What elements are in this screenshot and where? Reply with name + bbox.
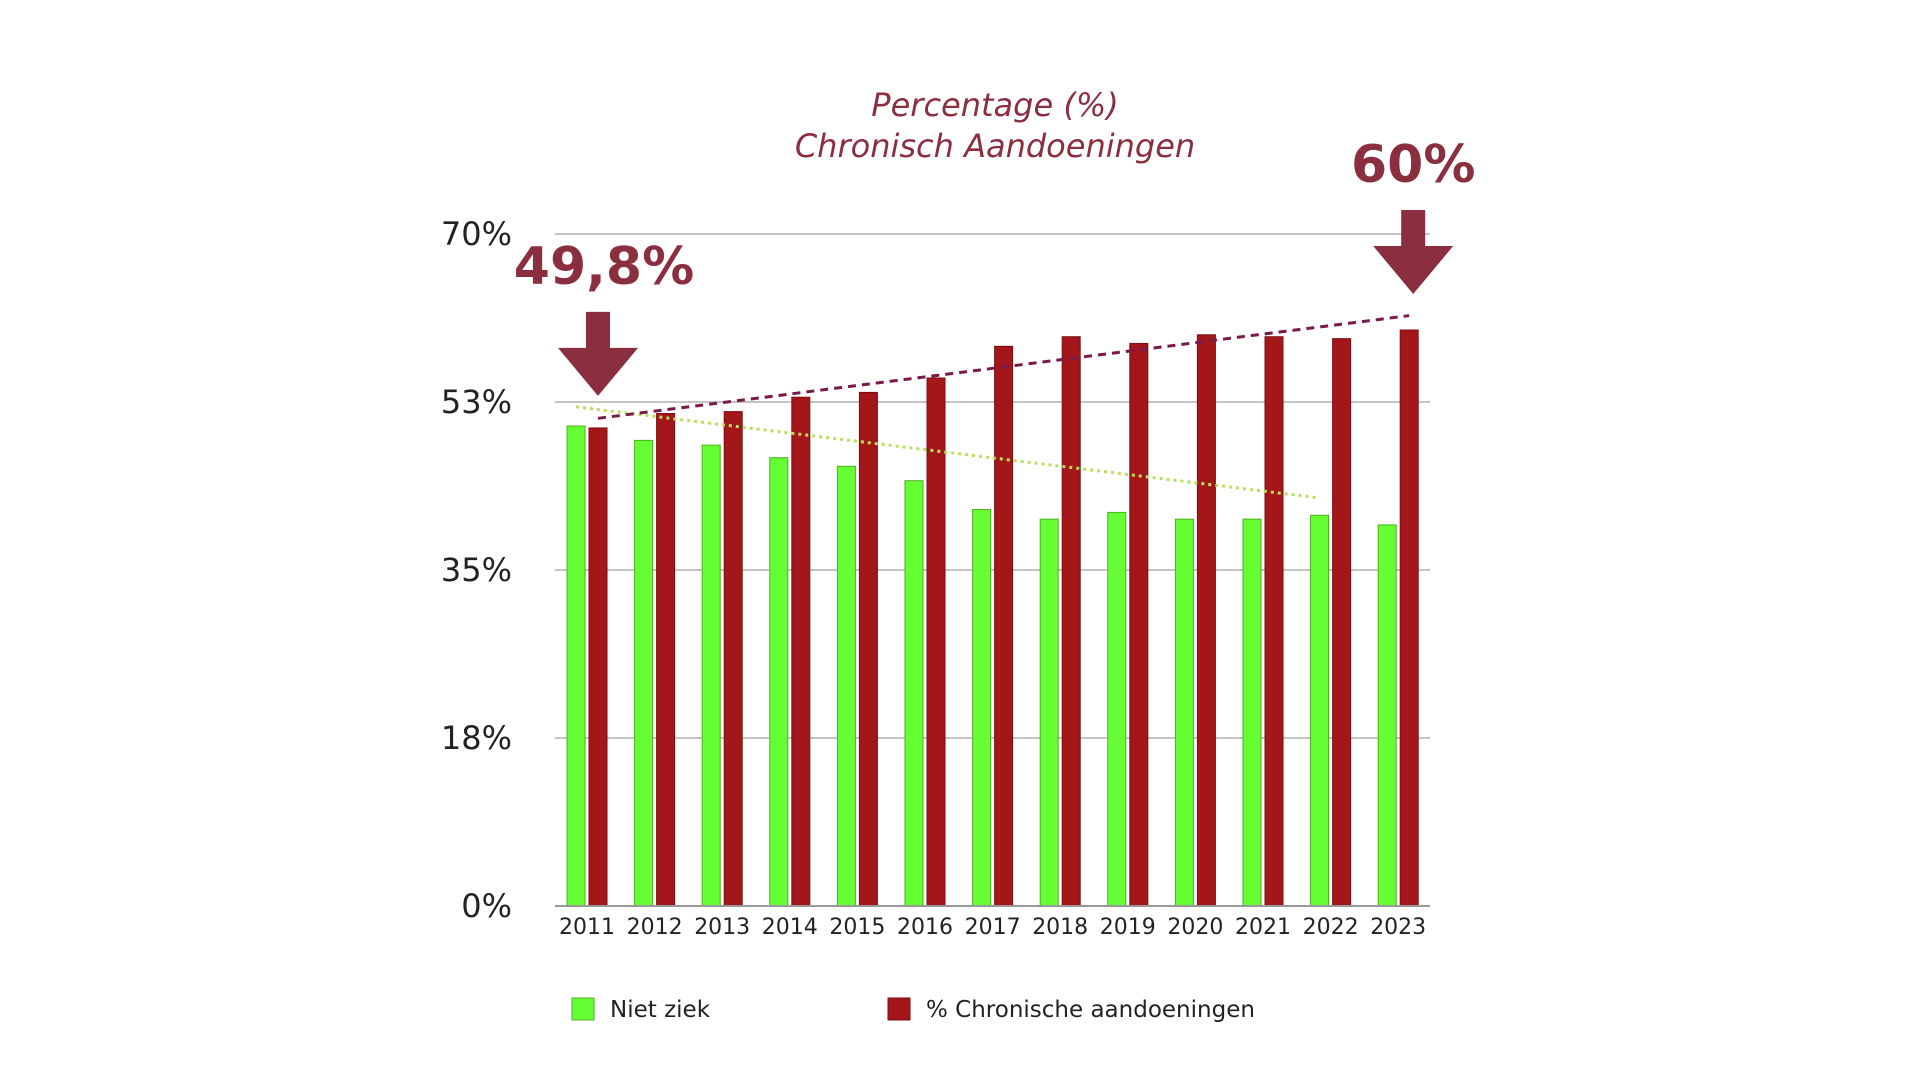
x-tick-label: 2020	[1167, 915, 1223, 940]
bar-chronische-aandoeningen	[1196, 334, 1216, 907]
callout-label: 60%	[1351, 135, 1475, 195]
chart-title-line2: Chronisch Aandoeningen	[795, 127, 1195, 165]
trendline	[597, 314, 1410, 420]
bar-niet-ziek	[1039, 518, 1059, 907]
bar-niet-ziek	[1107, 511, 1127, 907]
x-tick-label: 2022	[1303, 915, 1359, 940]
legend-label: % Chronische aandoeningen	[926, 997, 1255, 1023]
bar-chronische-aandoeningen	[588, 427, 608, 907]
y-tick-label: 53%	[441, 383, 512, 421]
bar-chronische-aandoeningen	[926, 377, 946, 907]
x-tick-label: 2013	[694, 915, 750, 940]
bar-chronische-aandoeningen	[1332, 338, 1352, 907]
x-tick-label: 2017	[965, 915, 1021, 940]
legend-label: Niet ziek	[610, 997, 711, 1023]
bar-niet-ziek	[769, 457, 789, 907]
bar-niet-ziek	[1310, 514, 1330, 907]
y-tick-label: 70%	[441, 215, 512, 253]
x-tick-label: 2011	[559, 915, 615, 940]
bar-niet-ziek	[1242, 518, 1262, 907]
legend: Niet ziek % Chronische aandoeningen	[571, 997, 1255, 1023]
bar-chronische-aandoeningen	[656, 413, 676, 907]
bar-niet-ziek	[904, 480, 924, 907]
bar-niet-ziek	[566, 425, 586, 907]
x-tick-label: 2019	[1100, 915, 1156, 940]
y-tick-label: 35%	[441, 551, 512, 589]
callout-arrow-icon	[1373, 210, 1454, 294]
x-tick-label: 2012	[627, 915, 683, 940]
x-tick-label: 2016	[897, 915, 953, 940]
bars	[566, 329, 1419, 907]
bar-niet-ziek	[1377, 524, 1397, 907]
bar-chronische-aandoeningen	[1129, 342, 1149, 907]
x-tick-label: 2015	[829, 915, 885, 940]
x-tick-label: 2018	[1032, 915, 1088, 940]
bar-chronische-aandoeningen	[994, 345, 1014, 907]
legend-swatch-chronische	[887, 997, 911, 1021]
bar-chronische-aandoeningen	[791, 396, 811, 907]
chart-title-line1: Percentage (%)	[871, 86, 1118, 124]
trendline	[575, 405, 1320, 500]
y-tick-label: 0%	[461, 887, 512, 925]
trendlines	[575, 314, 1410, 500]
callout-label: 49,8%	[514, 237, 694, 297]
gridlines	[555, 233, 1430, 739]
bar-chronische-aandoeningen	[1061, 336, 1081, 907]
x-tick-label: 2014	[762, 915, 818, 940]
bar-chronische-aandoeningen	[858, 391, 878, 907]
bar-niet-ziek	[1174, 518, 1194, 907]
bar-chronische-aandoeningen	[1264, 336, 1284, 907]
y-tick-labels: 0% 18% 35% 53% 70%	[441, 215, 512, 925]
x-tick-label: 2023	[1370, 915, 1426, 940]
legend-swatch-niet-ziek	[571, 997, 595, 1021]
callout-arrow-icon	[558, 311, 638, 396]
x-tick-labels: 2011 2012 2013 2014 2015 2016 2017 2018 2019 2020…	[559, 915, 1426, 940]
bar-niet-ziek	[634, 439, 654, 907]
y-tick-label: 18%	[441, 719, 512, 757]
bar-niet-ziek	[701, 444, 721, 907]
bar-niet-ziek	[836, 465, 856, 907]
bar-chronische-aandoeningen	[723, 411, 743, 907]
bar-chronische-aandoeningen	[1399, 329, 1419, 907]
x-tick-label: 2021	[1235, 915, 1291, 940]
bar-niet-ziek	[972, 509, 992, 907]
annotations: 49,8% 60%	[514, 135, 1475, 396]
